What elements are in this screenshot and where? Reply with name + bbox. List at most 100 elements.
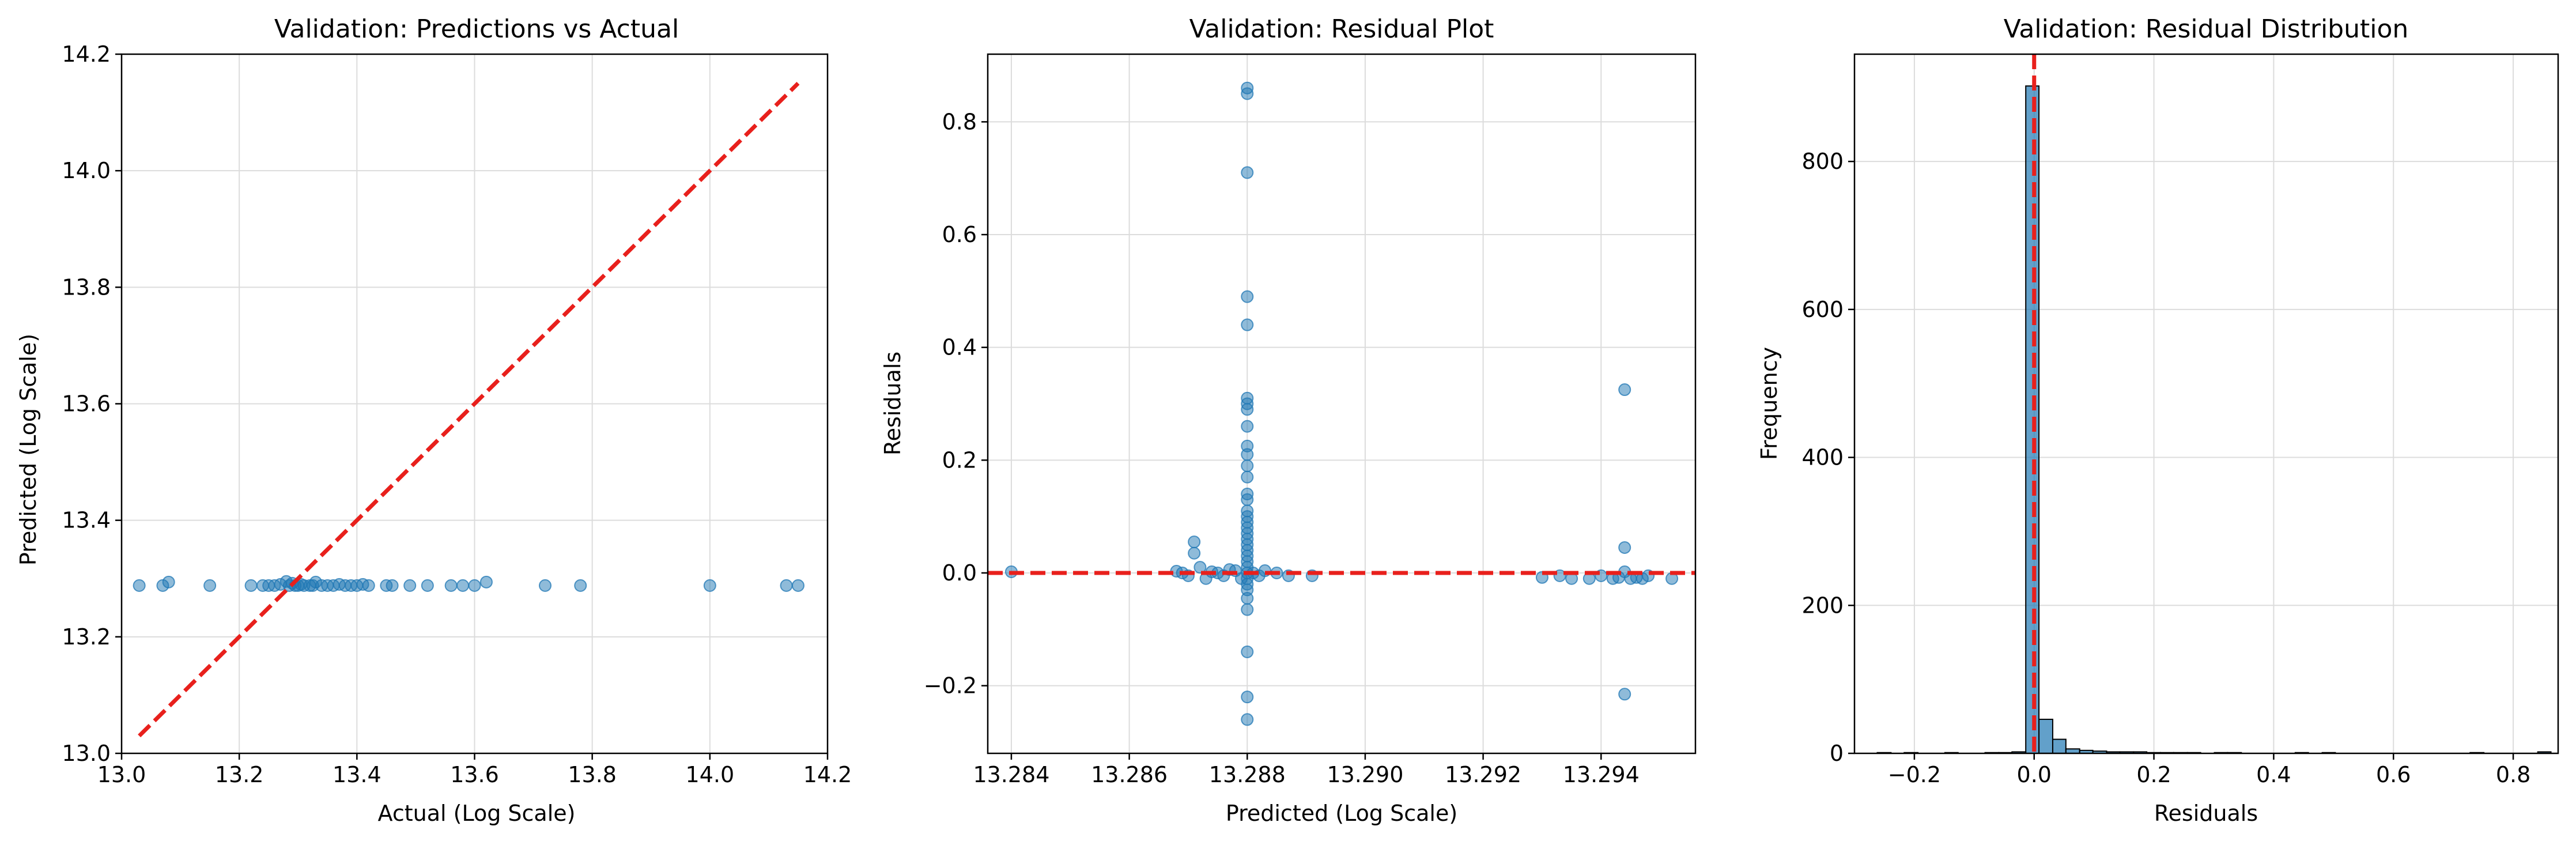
data-point	[1618, 688, 1631, 701]
y-tick-label: 0.4	[942, 335, 977, 360]
y-tick-label: 13.2	[62, 624, 111, 650]
data-point	[1241, 448, 1254, 461]
data-point	[244, 579, 258, 592]
data-point	[1241, 166, 1254, 179]
data-point	[203, 579, 217, 592]
data-point	[444, 579, 458, 592]
panel-residual-distribution: Validation: Residual Distribution Residu…	[1757, 14, 2559, 826]
data-point	[1618, 383, 1631, 397]
panel-1-reference-line	[138, 82, 800, 738]
panel-3-plot-frame	[1853, 53, 2559, 755]
panel-1-y-axis-label: Predicted (Log Scale)	[16, 334, 41, 565]
y-tick-label: 13.8	[62, 274, 111, 300]
data-point	[1241, 403, 1254, 416]
x-tick-label: 13.286	[1091, 762, 1168, 787]
data-point	[421, 579, 434, 592]
panel-3-y-axis-label: Frequency	[1757, 347, 1782, 460]
panel-2-marks	[1004, 81, 1679, 726]
x-tick-label: 13.2	[215, 762, 264, 787]
panel-1-ticks: 13.0 13.2 13.4 13.6 13.8 14.0 14.2 13.0 13.2 13.4…	[62, 42, 852, 787]
data-point	[162, 575, 175, 589]
panel-2-y-axis-label: Residuals	[880, 352, 905, 455]
panel-2-title: Validation: Residual Plot	[1189, 14, 1494, 44]
x-tick-label: 13.284	[973, 762, 1049, 787]
data-point	[703, 579, 716, 592]
data-point	[456, 579, 470, 592]
histogram-bar	[2038, 718, 2053, 754]
y-tick-label: 600	[1801, 297, 1844, 322]
data-point	[780, 579, 793, 592]
x-tick-label: 0.0	[2017, 762, 2052, 787]
panel-1-marks	[133, 575, 804, 592]
y-tick-label: 14.0	[62, 158, 111, 183]
data-point	[1241, 318, 1254, 331]
data-point	[1241, 459, 1254, 473]
data-point	[791, 579, 804, 592]
y-tick-label: 0.2	[942, 447, 977, 473]
data-point	[1241, 290, 1254, 303]
data-point	[1193, 561, 1207, 574]
data-point	[1618, 541, 1631, 554]
y-tick-label: 800	[1801, 149, 1844, 174]
data-point	[1241, 493, 1254, 506]
data-point	[574, 579, 587, 592]
y-tick-label: 0	[1830, 741, 1844, 766]
histogram-bar	[2052, 738, 2067, 755]
y-tick-label: 0.8	[942, 109, 977, 134]
y-tick-label: 13.4	[62, 508, 111, 533]
panel-1-title: Validation: Predictions vs Actual	[274, 14, 679, 44]
data-point	[1241, 420, 1254, 433]
y-tick-label: 0.0	[942, 560, 977, 586]
data-point	[1241, 87, 1254, 100]
panel-1-x-axis-label: Actual (Log Scale)	[378, 801, 576, 826]
data-point	[362, 579, 375, 592]
data-point	[1188, 546, 1201, 560]
data-point	[1241, 603, 1254, 616]
data-point	[468, 579, 481, 592]
reference-line	[138, 82, 800, 738]
panel-2-plot-frame	[987, 53, 1697, 755]
panel-3-ticks: −0.2 0.0 0.2 0.4 0.6 0.8 0 200 400 600 800	[1801, 149, 2530, 787]
x-tick-label: 0.8	[2496, 762, 2530, 787]
y-tick-label: 13.0	[62, 741, 111, 766]
y-tick-label: 0.6	[942, 222, 977, 247]
y-tick-label: 14.2	[62, 42, 111, 67]
x-tick-label: 0.4	[2256, 762, 2291, 787]
data-point	[479, 575, 493, 589]
panel-2-x-axis-label: Predicted (Log Scale)	[1226, 801, 1457, 826]
x-tick-label: 13.290	[1327, 762, 1403, 787]
x-tick-label: 13.4	[333, 762, 382, 787]
x-tick-label: 13.6	[450, 762, 499, 787]
data-point	[1241, 645, 1254, 658]
data-point	[539, 579, 552, 592]
data-point	[1188, 535, 1201, 549]
y-tick-label: 13.6	[62, 391, 111, 417]
x-tick-label: 14.2	[803, 762, 852, 787]
panel-2-ticks: 13.284 13.286 13.288 13.290 13.292 13.294 −0.2…	[924, 109, 1640, 787]
data-point	[1241, 691, 1254, 704]
panel-predictions-vs-actual: Validation: Predictions vs Actual Actual…	[16, 14, 852, 826]
data-point	[133, 579, 146, 592]
x-tick-label: 0.6	[2376, 762, 2411, 787]
data-point	[1241, 591, 1254, 605]
panel-3-title: Validation: Residual Distribution	[2004, 14, 2409, 44]
y-tick-label: 200	[1801, 593, 1844, 618]
x-tick-label: 13.294	[1563, 762, 1640, 787]
data-point	[403, 579, 417, 592]
x-tick-label: 0.2	[2136, 762, 2171, 787]
x-tick-label: 13.8	[568, 762, 617, 787]
panel-residual-plot: Validation: Residual Plot Predicted (Log…	[880, 14, 1697, 826]
data-point	[1241, 713, 1254, 726]
x-tick-label: 13.0	[97, 762, 146, 787]
x-tick-label: 14.0	[686, 762, 735, 787]
x-tick-label: −0.2	[1888, 762, 1941, 787]
x-tick-label: 13.288	[1209, 762, 1286, 787]
data-point	[386, 579, 399, 592]
panel-3-x-axis-label: Residuals	[2154, 801, 2258, 826]
data-point	[1241, 470, 1254, 484]
y-tick-label: 400	[1801, 445, 1844, 470]
x-tick-label: 13.292	[1445, 762, 1521, 787]
y-tick-label: −0.2	[924, 673, 977, 699]
